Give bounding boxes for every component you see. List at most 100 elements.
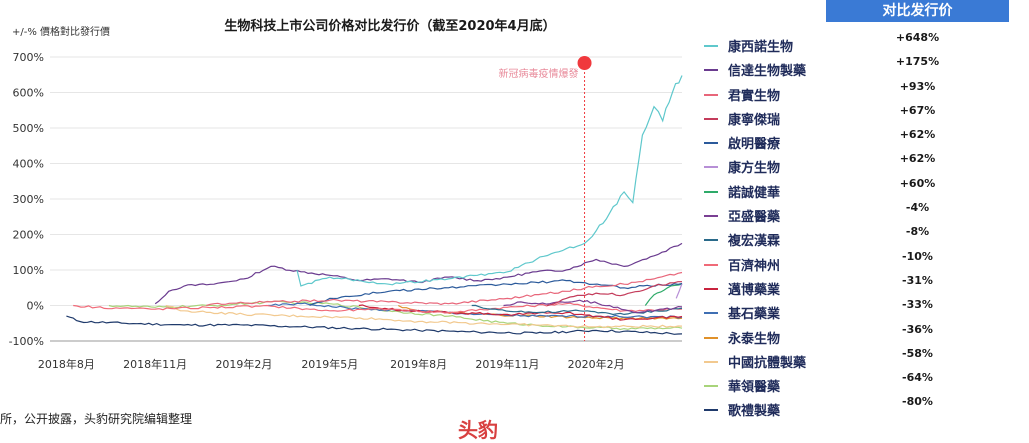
legend-swatch	[704, 409, 718, 412]
legend-swatch	[704, 385, 718, 388]
legend-item: 亞盛醫藥	[702, 204, 862, 228]
y-axis-label: +/-% 價格對比發行價	[12, 25, 110, 38]
legend-label: 永泰生物	[728, 331, 781, 347]
x-tick-label: 2019年2月	[215, 357, 272, 371]
legend-item: 康西諾生物	[702, 34, 862, 58]
y-tick-label: 200%	[13, 229, 44, 242]
legend-label: 複宏漢霖	[728, 234, 781, 250]
legend-swatch	[704, 287, 718, 290]
x-axis-tick-labels: 2018年8月 2018年11月 2019年2月 2019年5月 2019年8月 2019…	[38, 357, 625, 371]
legend-label: 諾誠健華	[728, 185, 781, 201]
series-line	[358, 304, 683, 321]
performance-value: +62%	[899, 128, 936, 142]
legend-item: 中國抗體製藥	[702, 350, 862, 374]
legend-item: 君實生物	[702, 83, 862, 107]
series-line	[268, 302, 683, 319]
legend-swatch	[704, 239, 718, 242]
line-chart: 700% 600% 500% 400% 300% 200% 100% 0% -100% 2018…	[9, 18, 683, 371]
legend-label: 歌禮製藥	[728, 404, 781, 420]
legend-label: 華領醫藥	[728, 380, 781, 396]
chart-title: 生物科技上市公司价格对比发行价（截至2020年4月底）	[224, 18, 555, 34]
legend-label: 基石藥業	[728, 307, 781, 323]
chart-legend: 康西諾生物信達生物製藥 君實生物康寧傑瑞啟明醫療康方生物諾誠健華亞盛醫藥複宏漢霖百…	[702, 34, 862, 423]
legend-label: 康西諾生物	[728, 40, 794, 55]
legend-item: 信達生物製藥	[702, 58, 862, 82]
event-annotation: 新冠病毒疫情爆發	[499, 56, 592, 341]
legend-label: 啟明醫療	[728, 137, 781, 153]
series-line	[165, 304, 683, 329]
performance-value: -33%	[902, 298, 933, 312]
legend-item: 基石藥業	[702, 301, 862, 325]
legend-item: 康寧傑瑞	[702, 107, 862, 131]
legend-item: 諾誠健華	[702, 180, 862, 204]
performance-value: +62%	[899, 152, 936, 166]
performance-value: -36%	[902, 322, 933, 336]
series-line	[296, 75, 683, 287]
legend-swatch	[704, 312, 718, 315]
y-tick-label: 300%	[13, 193, 44, 206]
series-lines	[66, 75, 683, 335]
legend-label: 康寧傑瑞	[728, 112, 781, 128]
y-tick-label: 700%	[13, 51, 44, 64]
y-tick-label: 0%	[27, 300, 44, 313]
performance-table-header: 对比发行价	[826, 0, 1009, 22]
x-tick-label: 2020年2月	[568, 357, 625, 371]
series-line	[546, 281, 682, 307]
performance-value: -58%	[902, 346, 933, 360]
performance-value: +648%	[895, 31, 940, 44]
legend-item: 百濟神州	[702, 253, 862, 277]
legend-swatch	[704, 69, 718, 72]
legend-label: 君實生物	[728, 88, 781, 104]
legend-swatch	[704, 215, 718, 218]
legend-label: 中國抗體製藥	[728, 355, 807, 371]
performance-value: -4%	[905, 201, 930, 215]
series-line	[644, 283, 683, 306]
source-note: 所，公开披露，头豹研究院编辑整理	[0, 412, 193, 426]
legend-swatch	[704, 45, 718, 47]
performance-value: -64%	[902, 371, 933, 385]
performance-value: +60%	[899, 176, 936, 190]
performance-value: -8%	[905, 225, 930, 239]
y-tick-label: 400%	[13, 158, 44, 171]
annotation-label: 新冠病毒疫情爆發	[499, 67, 579, 80]
performance-value: -10%	[902, 249, 933, 263]
y-tick-label: -100%	[9, 335, 44, 348]
y-tick-label: 100%	[13, 264, 44, 277]
performance-values: +648% +175% +93% +67% +62% +62% +60% -4% -8% -10%…	[826, 26, 1009, 415]
series-line	[66, 315, 683, 335]
legend-item: 歌禮製藥	[702, 398, 862, 422]
legend-item: 邁博藥業	[702, 277, 862, 301]
performance-value: +175%	[895, 55, 940, 69]
legend-swatch	[704, 142, 718, 145]
series-line	[309, 279, 683, 307]
annotation-marker	[577, 56, 592, 70]
legend-label: 邁博藥業	[728, 282, 781, 298]
legend-item: 永泰生物	[702, 326, 862, 350]
x-tick-label: 2018年11月	[123, 357, 187, 371]
y-axis-tick-labels: 700% 600% 500% 400% 300% 200% 100% 0% -100%	[9, 51, 44, 348]
legend-label: 百濟神州	[728, 258, 781, 274]
series-line	[206, 271, 683, 307]
legend-label: 信達生物製藥	[728, 64, 807, 80]
chart-grid	[50, 56, 682, 342]
performance-table: 对比发行价 +648% +175% +93% +67% +62% +62% +60% -4% -…	[826, 0, 1009, 415]
legend-swatch	[704, 166, 718, 169]
x-tick-label: 2019年11月	[475, 357, 539, 371]
legend-swatch	[704, 117, 718, 120]
y-tick-label: 600%	[13, 87, 44, 100]
legend-item: 啟明醫療	[702, 131, 862, 155]
legend-swatch	[704, 263, 718, 266]
x-tick-label: 2019年5月	[301, 357, 358, 371]
performance-value: -80%	[902, 395, 933, 409]
series-line	[73, 302, 683, 314]
x-tick-label: 2019年8月	[390, 357, 447, 371]
legend-label: 康方生物	[728, 161, 781, 177]
series-line	[154, 242, 683, 305]
legend-label: 亞盛醫藥	[728, 210, 781, 226]
legend-item: 複宏漢霖	[702, 228, 862, 252]
legend-swatch	[704, 190, 718, 193]
performance-value: +93%	[899, 79, 936, 93]
legend-item: 康方生物	[702, 155, 862, 179]
performance-value: -31%	[902, 273, 933, 287]
legend-swatch	[704, 360, 718, 363]
